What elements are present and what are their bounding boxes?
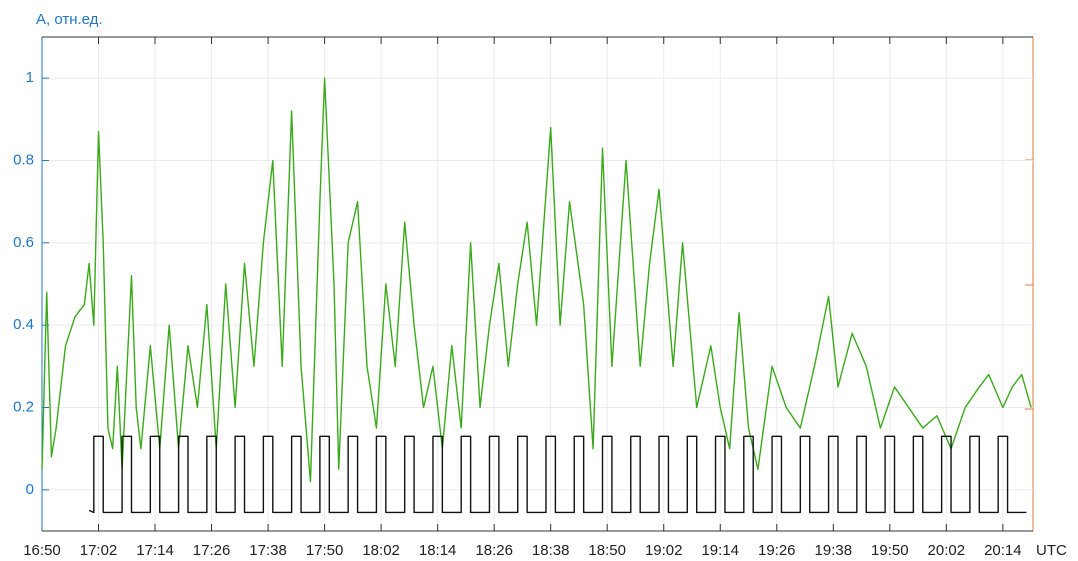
- x-tick-label: 19:38: [815, 542, 853, 559]
- series-line: [88, 435, 1027, 514]
- x-tick-label: 17:14: [136, 542, 174, 559]
- x-tick-label: 19:26: [758, 542, 796, 559]
- x-tick-label: 19:02: [645, 542, 683, 559]
- series-line: [41, 77, 1032, 483]
- x-tick-label: 19:14: [701, 542, 739, 559]
- x-tick-label: 17:02: [80, 542, 118, 559]
- x-tick-label: 18:26: [475, 542, 513, 559]
- y-tick-label: 0.6: [13, 234, 34, 251]
- x-tick-label: 18:14: [419, 542, 457, 559]
- x-tick-label: 17:38: [249, 542, 287, 559]
- x-tick-label: 17:26: [193, 542, 231, 559]
- x-axis-label: UTC: [1036, 542, 1067, 559]
- y-tick-label: 0.2: [13, 398, 34, 415]
- plot-area: [42, 37, 1033, 531]
- x-tick-label: 18:38: [532, 542, 570, 559]
- x-tick-label: 19:50: [871, 542, 909, 559]
- y-tick-label: 1: [26, 69, 34, 86]
- y-axis-label: A, отн.ед.: [36, 11, 103, 28]
- y-tick-label: 0.4: [13, 316, 34, 333]
- x-tick-label: 17:50: [306, 542, 344, 559]
- y-tick-label: 0: [26, 481, 34, 498]
- x-tick-label: 20:14: [984, 542, 1022, 559]
- x-tick-label: 16:50: [23, 542, 61, 559]
- x-tick-label: 18:02: [362, 542, 400, 559]
- x-tick-label: 20:02: [928, 542, 966, 559]
- y-tick-label: 0.8: [13, 151, 34, 168]
- x-tick-label: 18:50: [588, 542, 626, 559]
